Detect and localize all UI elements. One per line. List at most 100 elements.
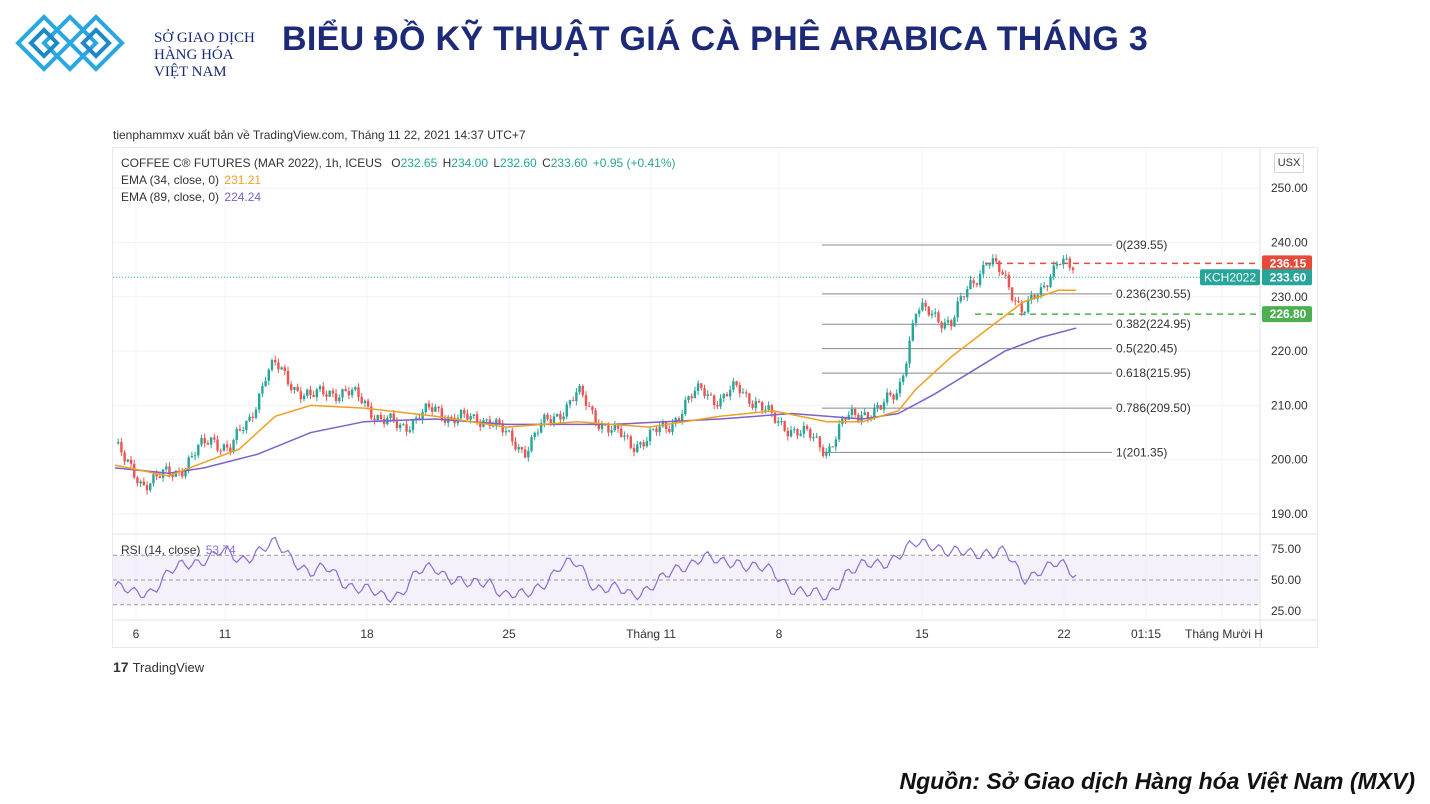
candle-body [600, 424, 604, 430]
fib-level-label: 0.618(215.95) [1116, 366, 1191, 380]
price-tick-label: 230.00 [1271, 290, 1308, 304]
candle-body [613, 423, 617, 431]
candle-body [405, 424, 408, 432]
currency-button[interactable]: USX [1274, 153, 1304, 173]
candle-body [677, 418, 681, 421]
support-price-tag: 226.80 [1270, 307, 1307, 321]
candle-body [466, 413, 469, 420]
candle-body [315, 389, 319, 398]
candle-body [354, 387, 357, 390]
candle-body [655, 428, 658, 433]
candle-body [693, 390, 697, 399]
candle-body [815, 436, 818, 438]
org-name: SỞ GIAO DỊCH HÀNG HÓA VIỆT NAM [154, 30, 255, 81]
last-price-tag: 233.60 [1270, 270, 1307, 284]
candle-body [712, 395, 716, 405]
candle-body [145, 485, 149, 491]
candle-body [155, 474, 158, 477]
candle-body [472, 414, 476, 417]
change-value: +0.95 (+0.41%) [592, 156, 676, 170]
candle-body [392, 413, 395, 422]
candle-body [863, 412, 866, 416]
candle-body [238, 429, 242, 431]
candle-body [719, 398, 722, 407]
candle-body [966, 289, 969, 298]
candle-body [587, 405, 591, 407]
candle-body [668, 428, 671, 432]
candle-body [924, 302, 927, 307]
tradingview-brand[interactable]: 17 TradingView [113, 659, 204, 675]
candle-body [504, 431, 508, 433]
candle-body [546, 414, 549, 420]
candle-body [559, 413, 562, 420]
candle-body [312, 395, 315, 398]
rsi-label: RSI (14, close) [121, 543, 201, 557]
candle-body [962, 296, 966, 298]
candle-body [402, 424, 405, 426]
candle-body [389, 413, 392, 419]
rsi-tick-label: 25.00 [1271, 604, 1301, 618]
candle-body [1042, 285, 1046, 288]
candle-body [520, 447, 524, 450]
fib-level-label: 0.382(224.95) [1116, 317, 1191, 331]
candle-body [754, 401, 757, 408]
resistance-price-tag-bg [1262, 255, 1312, 272]
candle-body [786, 430, 790, 437]
candle-body [366, 400, 370, 407]
candle-body [591, 406, 594, 411]
candle-body [661, 421, 665, 427]
candle-body [594, 410, 597, 424]
fib-level-label: 0.786(209.50) [1116, 401, 1191, 415]
support-price-tag-bg [1262, 306, 1312, 323]
candle-body [982, 264, 985, 274]
candle-body [812, 437, 815, 439]
candle-body [716, 404, 719, 407]
candle-body [818, 436, 822, 448]
candle-body [1030, 294, 1033, 300]
candle-body [270, 360, 274, 370]
candle-body [648, 429, 652, 442]
candle-body [568, 400, 572, 405]
candle-body [408, 430, 411, 432]
rsi-tick-label: 50.00 [1271, 573, 1301, 587]
ema89-label: EMA (89, close, 0) [121, 190, 220, 204]
fib-level-label: 0.236(230.55) [1116, 287, 1191, 301]
candle-body [789, 430, 793, 437]
candle-body [523, 449, 527, 458]
candle-body [706, 394, 709, 396]
candle-body [360, 396, 363, 404]
candle-body [129, 459, 133, 464]
candle-body [1007, 274, 1011, 288]
symbol-legend: COFFEE C® FUTURES (MAR 2022), 1h, ICEUS … [121, 156, 678, 170]
candle-body [302, 395, 306, 400]
candle-body [475, 414, 479, 424]
candle-body [777, 421, 780, 423]
candle-body [549, 419, 552, 423]
candle-body [248, 416, 251, 421]
candle-body [165, 466, 168, 470]
candle-body [213, 437, 216, 440]
candle-body [696, 383, 700, 391]
candle-body [414, 417, 418, 420]
candle-body [857, 414, 860, 421]
candle-body [690, 396, 693, 399]
candle-body [168, 466, 171, 475]
candle-body [430, 407, 434, 412]
time-tick-label: 6 [133, 627, 140, 641]
candle-body [680, 414, 684, 421]
candle-body [632, 447, 636, 452]
candle-body [700, 383, 703, 389]
fib-level-label: 0.5(220.45) [1116, 342, 1177, 356]
candle-body [437, 406, 440, 409]
candle-body [181, 471, 184, 477]
candle-body [261, 386, 264, 394]
rsi-value: 53.74 [205, 543, 236, 557]
candle-body [267, 369, 270, 381]
candle-body [882, 402, 886, 410]
candle-body [229, 447, 232, 453]
candle-body [1052, 265, 1055, 277]
page-title: BIỂU ĐỒ KỸ THUẬT GIÁ CÀ PHÊ ARABICA THÁN… [282, 20, 1149, 58]
candle-body [552, 416, 556, 423]
candle-body [757, 401, 761, 403]
